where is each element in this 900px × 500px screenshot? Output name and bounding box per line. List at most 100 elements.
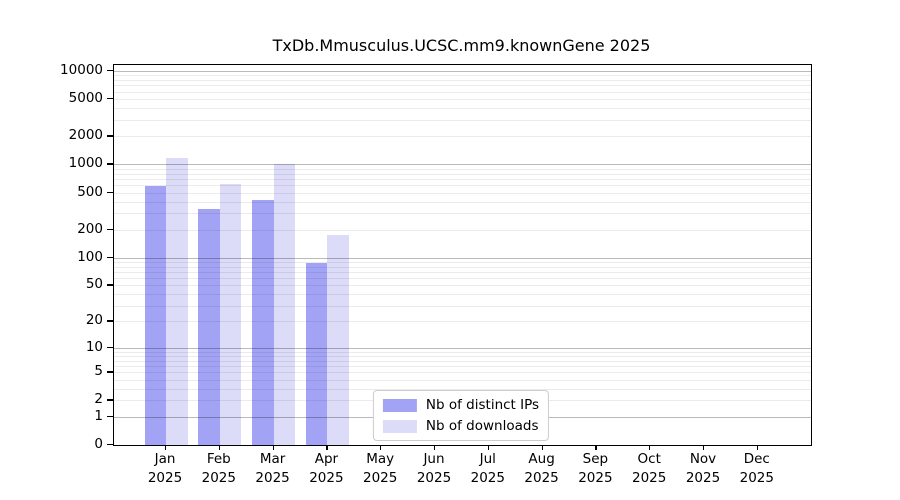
y-tick-label: 100: [77, 248, 103, 265]
y-tick-mark: [107, 320, 113, 322]
gridline-minor: [114, 192, 811, 194]
x-tick-year: 2025: [255, 470, 290, 486]
gridline-minor: [114, 185, 811, 187]
gridline-minor: [114, 213, 811, 215]
x-tick-month: May: [366, 451, 395, 467]
bar-distinct-ips: [305, 263, 328, 445]
gridline-major: [114, 347, 811, 349]
gridline-minor: [114, 75, 811, 77]
y-tick-label: 500: [77, 183, 103, 200]
y-tick-mark: [107, 135, 113, 137]
x-tick-mark: [703, 445, 705, 450]
x-tick-mark: [218, 445, 221, 450]
x-tick-year: 2025: [685, 470, 721, 486]
gridline-minor: [114, 178, 811, 180]
gridline-minor: [114, 294, 811, 296]
x-tick-year: 2025: [632, 470, 667, 486]
gridline-minor: [114, 85, 811, 87]
gridline-minor: [114, 379, 811, 381]
x-tick-mark: [380, 445, 382, 450]
x-tick-year: 2025: [470, 470, 505, 486]
legend: Nb of distinct IPs Nb of downloads: [372, 390, 550, 441]
gridline-major: [114, 70, 811, 72]
x-tick-label: Mar 2025: [233, 450, 313, 488]
gridline-minor: [114, 321, 811, 323]
y-tick-label: 10: [85, 338, 103, 355]
y-tick-label: 5000: [68, 90, 103, 107]
gridline-minor: [114, 201, 811, 203]
gridline-minor: [114, 285, 811, 287]
gridline-minor: [114, 388, 811, 390]
y-tick-label: 50: [85, 276, 103, 293]
gridline-minor: [114, 372, 811, 374]
gridline-minor: [114, 136, 811, 138]
x-tick-label: Aug 2025: [502, 450, 582, 488]
legend-swatch: [382, 398, 417, 412]
x-tick-month: Oct: [637, 451, 661, 467]
gridline-minor: [114, 360, 811, 362]
bar-downloads: [166, 158, 188, 445]
bar-downloads: [327, 235, 349, 445]
legend-label: Nb of distinct IPs: [425, 397, 540, 413]
bar-downloads: [219, 183, 242, 445]
x-tick-month: Aug: [528, 451, 555, 467]
y-tick-mark: [107, 284, 113, 286]
y-tick-label: 2: [94, 391, 103, 408]
bar-distinct-ips: [198, 209, 220, 445]
gridline-minor: [114, 99, 811, 101]
x-tick-mark: [165, 445, 167, 450]
bar-downloads: [273, 164, 296, 445]
x-tick-mark: [649, 445, 651, 450]
x-tick-year: 2025: [363, 470, 398, 486]
x-tick-mark: [272, 445, 274, 450]
legend-item: Nb of distinct IPs: [382, 397, 540, 413]
x-tick-year: 2025: [309, 470, 344, 486]
x-tick-label: Nov 2025: [663, 450, 743, 488]
x-tick-year: 2025: [201, 470, 236, 486]
x-tick-year: 2025: [578, 470, 613, 486]
x-tick-mark: [756, 445, 759, 450]
y-tick-mark: [107, 346, 113, 348]
y-tick-mark: [107, 399, 113, 401]
y-tick-label: 1000: [68, 155, 103, 172]
gridline-minor: [114, 278, 811, 280]
x-tick-label: Feb 2025: [179, 450, 259, 488]
gridline-minor: [114, 108, 811, 110]
x-tick-label: Jun 2025: [394, 450, 474, 488]
x-tick-mark: [326, 445, 328, 450]
gridline-minor: [114, 266, 811, 268]
y-tick-mark: [107, 163, 113, 165]
gridline-minor: [114, 271, 811, 273]
gridline-minor: [114, 91, 811, 93]
x-tick-month: Mar: [259, 451, 286, 467]
gridline-minor: [114, 365, 811, 367]
x-tick-year: 2025: [739, 470, 774, 486]
y-tick-label: 20: [85, 312, 103, 329]
x-tick-month: Feb: [206, 451, 231, 467]
bar-distinct-ips: [252, 199, 274, 445]
y-tick-mark: [107, 191, 113, 193]
x-tick-year: 2025: [147, 470, 183, 486]
y-tick-mark: [107, 371, 113, 373]
y-tick-mark: [107, 98, 113, 100]
x-tick-label: Jan 2025: [125, 450, 205, 488]
x-tick-label: Jul 2025: [448, 450, 528, 488]
legend-item: Nb of downloads: [382, 418, 539, 434]
gridline-minor: [114, 229, 811, 231]
gridline-minor: [114, 173, 811, 175]
x-tick-month: Jun: [423, 451, 445, 467]
x-tick-label: May 2025: [340, 450, 420, 488]
x-tick-year: 2025: [416, 470, 452, 486]
chart-title: TxDb.Mmusculus.UCSC.mm9.knownGene 2025: [272, 36, 651, 55]
gridline-minor: [114, 119, 811, 121]
bar-distinct-ips: [144, 185, 166, 445]
gridline-minor: [114, 168, 811, 170]
x-tick-label: Dec 2025: [717, 450, 797, 488]
x-tick-month: Jan: [154, 451, 176, 467]
x-tick-mark: [434, 445, 436, 450]
gridline-minor: [114, 351, 811, 353]
gridline-major: [114, 257, 811, 259]
plot-area: [113, 64, 812, 446]
x-tick-month: Sep: [582, 451, 609, 467]
x-tick-label: Sep 2025: [555, 450, 635, 488]
